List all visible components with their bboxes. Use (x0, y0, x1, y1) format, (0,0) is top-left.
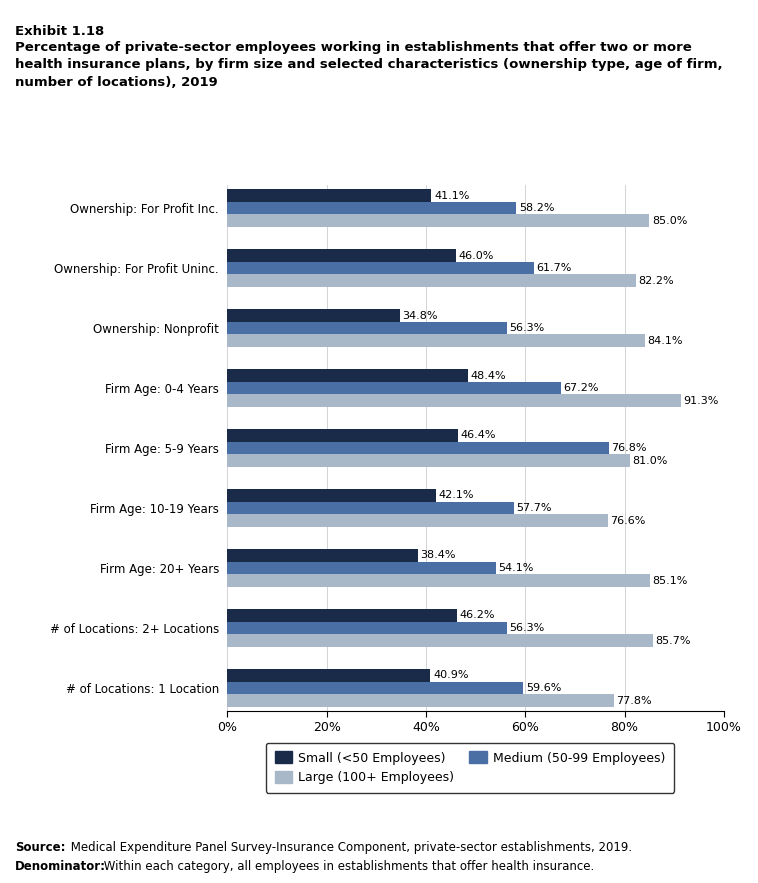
Text: 81.0%: 81.0% (632, 456, 667, 465)
Text: Within each category, all employees in establishments that offer health insuranc: Within each category, all employees in e… (100, 860, 594, 873)
Text: 46.4%: 46.4% (460, 431, 496, 441)
Bar (227, 429, 458, 442)
Bar (227, 455, 630, 467)
Bar (227, 215, 650, 227)
Bar (227, 489, 437, 502)
Bar (227, 634, 653, 647)
Text: 67.2%: 67.2% (563, 383, 599, 393)
Text: 59.6%: 59.6% (526, 683, 561, 693)
Bar (227, 249, 456, 262)
Text: 57.7%: 57.7% (516, 503, 552, 513)
Bar (227, 309, 400, 321)
Text: 46.2%: 46.2% (459, 610, 495, 621)
Bar (227, 321, 507, 335)
Bar (227, 609, 457, 622)
Bar (227, 622, 507, 634)
Text: 77.8%: 77.8% (616, 696, 652, 706)
Text: 76.8%: 76.8% (611, 443, 647, 453)
Text: 46.0%: 46.0% (459, 251, 493, 260)
Legend: Small (<50 Employees), Large (100+ Employees), Medium (50-99 Employees): Small (<50 Employees), Large (100+ Emplo… (266, 743, 674, 793)
Bar (227, 502, 514, 515)
Bar (227, 262, 534, 275)
Bar (227, 189, 431, 202)
Text: 82.2%: 82.2% (638, 275, 674, 286)
Bar (227, 381, 561, 395)
Text: 41.1%: 41.1% (434, 191, 469, 200)
Bar (227, 335, 645, 347)
Text: 61.7%: 61.7% (536, 263, 572, 273)
Text: 84.1%: 84.1% (647, 336, 683, 346)
Bar (227, 275, 635, 287)
Text: 85.0%: 85.0% (652, 215, 688, 226)
Text: 40.9%: 40.9% (433, 670, 468, 681)
Bar (227, 395, 681, 407)
Text: 85.7%: 85.7% (656, 636, 691, 645)
Text: 91.3%: 91.3% (683, 396, 719, 406)
Text: Percentage of private-sector employees working in establishments that offer two : Percentage of private-sector employees w… (15, 41, 723, 88)
Bar (227, 694, 614, 707)
Text: 38.4%: 38.4% (421, 550, 456, 561)
Text: Medical Expenditure Panel Survey-Insurance Component, private-sector establishme: Medical Expenditure Panel Survey-Insuran… (67, 841, 632, 854)
Text: Denominator:: Denominator: (15, 860, 106, 873)
Text: 56.3%: 56.3% (509, 623, 545, 633)
Text: 54.1%: 54.1% (499, 563, 534, 573)
Text: Source:: Source: (15, 841, 66, 854)
Text: 85.1%: 85.1% (653, 576, 688, 585)
Bar (227, 575, 650, 587)
Bar (227, 442, 609, 455)
Bar (227, 562, 496, 575)
Bar (227, 549, 418, 562)
Text: 34.8%: 34.8% (402, 311, 438, 321)
Bar (227, 515, 608, 527)
Bar (227, 369, 468, 381)
Text: 42.1%: 42.1% (439, 490, 475, 501)
Bar (227, 202, 516, 215)
Text: 48.4%: 48.4% (470, 371, 506, 381)
Text: 56.3%: 56.3% (509, 323, 545, 333)
Bar (227, 669, 431, 682)
Text: 58.2%: 58.2% (518, 203, 554, 213)
Text: Exhibit 1.18: Exhibit 1.18 (15, 25, 105, 38)
Text: 76.6%: 76.6% (610, 516, 646, 525)
Bar (227, 682, 523, 694)
